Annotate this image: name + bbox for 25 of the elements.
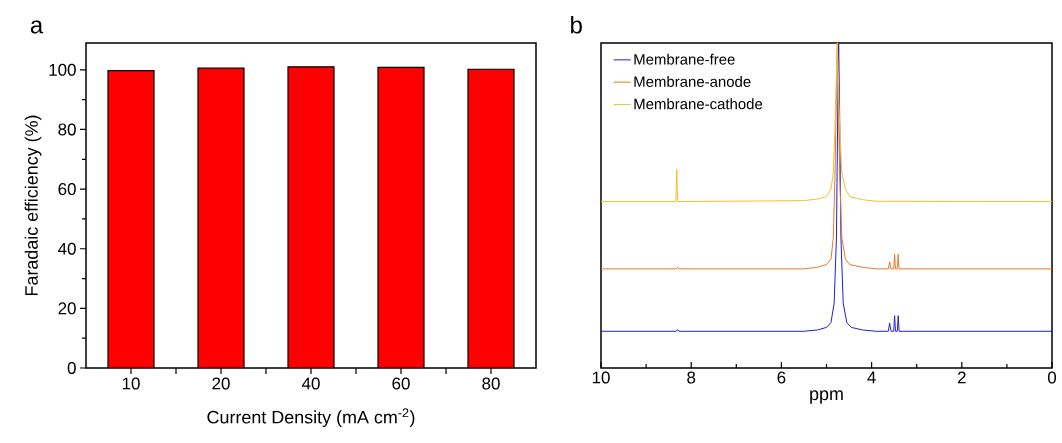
y-axis-title: Faradaic efficiency (%) — [24, 115, 42, 296]
x-tick-label: 4 — [867, 371, 876, 384]
legend-label: Membrane-free — [634, 53, 735, 65]
y-tick-label: 0 — [67, 362, 76, 374]
chart-title: a — [30, 20, 44, 34]
chart-title: b — [571, 15, 582, 34]
y-tick-label: 60 — [58, 183, 76, 196]
y-tick-label: 20 — [58, 302, 76, 315]
y-tick-label: 100 — [49, 63, 76, 76]
x-tick-label: 20 — [212, 377, 230, 390]
x-tick-label: 80 — [482, 377, 500, 390]
x-axis-title: ppm — [810, 390, 843, 404]
x-tick-label: 10 — [592, 371, 610, 384]
legend-label: Membrane-anode — [634, 75, 751, 87]
x-tick-label: 8 — [687, 371, 696, 384]
x-axis-title: Current Density (mA cm$^{-2}$) — [207, 408, 415, 428]
x-tick-label: 10 — [122, 377, 140, 390]
x-tick-label: 0 — [1047, 371, 1057, 384]
y-tick-label: 80 — [58, 123, 76, 136]
legend-label: Membrane-cathode — [634, 98, 763, 110]
y-tick-label: 40 — [58, 242, 76, 255]
x-tick-label: 60 — [392, 377, 410, 390]
x-tick-label: 6 — [777, 371, 786, 384]
x-tick-label: 40 — [301, 377, 320, 390]
x-tick-label: 2 — [957, 371, 966, 384]
